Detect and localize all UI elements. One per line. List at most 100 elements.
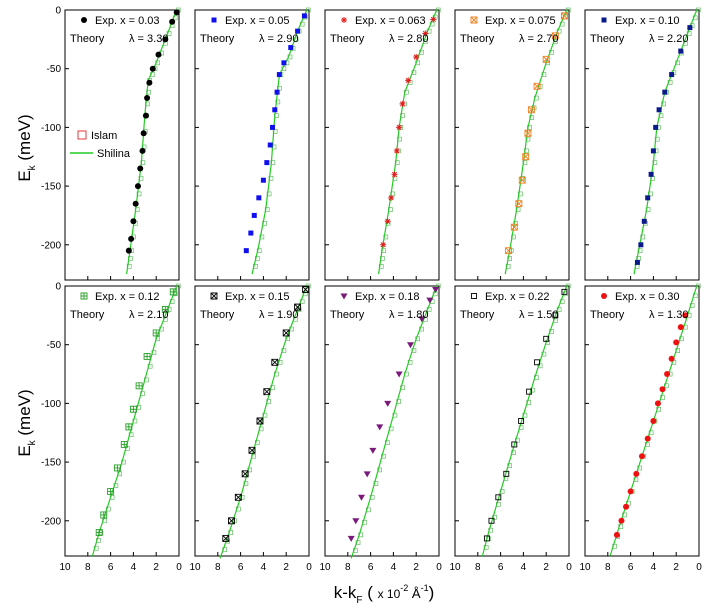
data-point	[418, 316, 426, 323]
theory-square	[175, 283, 181, 289]
theory-square	[292, 316, 298, 322]
lambda-label: λ = 2.20	[649, 33, 688, 45]
theory-square	[682, 40, 688, 46]
panel-1: 0 -50 -100 -150 -200 Exp. x = 0.03 Theory λ = 3…	[41, 6, 181, 281]
x-tick-label: 4	[651, 562, 657, 573]
exp-label: Exp. x = 0.30	[615, 291, 680, 303]
theory-square	[377, 467, 383, 473]
y-tick-label: 0	[55, 6, 61, 17]
data-point	[495, 494, 502, 501]
theory-square	[689, 303, 695, 308]
theory-square	[155, 336, 160, 342]
theory-square	[259, 234, 265, 240]
theory-square	[644, 442, 650, 447]
exp-label: Exp. x = 0.22	[485, 291, 550, 303]
theory-square	[262, 220, 267, 226]
theory-square	[296, 307, 302, 312]
x-axis-label-main: k-k	[334, 583, 357, 602]
theory-square	[618, 524, 624, 529]
theory-square	[549, 329, 554, 334]
x-tick-label: 2	[413, 562, 419, 573]
theory-square	[522, 412, 528, 418]
data-point	[432, 287, 440, 294]
data-point	[396, 124, 403, 131]
panel-frame	[64, 285, 180, 557]
data-point	[391, 171, 398, 178]
data-point	[518, 418, 525, 424]
theory-square	[526, 400, 532, 405]
theory-square	[281, 348, 287, 353]
data-point	[113, 464, 121, 472]
data-point	[173, 9, 180, 16]
data-point	[641, 218, 647, 224]
theory-square	[652, 160, 658, 165]
theory-square	[422, 39, 428, 44]
data-point	[302, 286, 310, 293]
data-point	[405, 77, 412, 84]
theory-square	[150, 72, 155, 77]
data-point	[422, 30, 429, 37]
legend-islam-marker	[77, 130, 87, 140]
data-point	[140, 130, 147, 137]
theory-square	[692, 293, 698, 299]
theory-square	[388, 426, 394, 432]
theory-square	[264, 207, 270, 212]
data-point	[341, 17, 347, 23]
theory-square	[355, 540, 361, 545]
exp-label: Exp. x = 0.12	[95, 291, 160, 303]
theory-square	[140, 391, 145, 396]
data-point	[272, 107, 278, 113]
y-axis-label-sub: k	[27, 164, 38, 170]
data-point	[248, 230, 254, 236]
data-point	[130, 218, 137, 225]
data-point	[146, 79, 153, 86]
x-tick-label: 0	[306, 562, 312, 573]
data-point	[211, 17, 217, 23]
theory-square	[654, 136, 660, 142]
data-point	[662, 89, 668, 95]
x-axis-label-exp: -2	[400, 583, 408, 593]
theory-square	[378, 264, 384, 269]
theory-square	[121, 459, 126, 465]
theory-square	[507, 256, 513, 261]
data-point	[543, 335, 550, 342]
data-point	[80, 292, 88, 300]
data-point	[623, 503, 630, 510]
theory-label: Theory	[70, 33, 105, 45]
y-axis-label-suffix: (meV)	[15, 114, 34, 165]
theory-square	[358, 532, 364, 538]
theory-square	[362, 520, 367, 525]
theory-square	[552, 318, 558, 323]
y-axis-label-top: Ek (meV)	[15, 114, 38, 181]
x-tick-label: 8	[215, 562, 221, 573]
x-tick-label: 6	[108, 562, 114, 573]
theory-square	[236, 506, 241, 512]
theory-label: Theory	[70, 309, 105, 321]
theory-square	[499, 489, 505, 494]
theory-square	[147, 363, 153, 369]
theory-square	[648, 430, 654, 436]
theory-square	[258, 426, 264, 432]
data-point	[260, 177, 266, 183]
theory-square	[541, 351, 547, 357]
data-point	[664, 371, 671, 378]
theory-square	[411, 348, 417, 353]
theory-square	[369, 495, 375, 500]
data-point	[263, 388, 271, 396]
data-point	[650, 418, 657, 424]
x-tick-label: 4	[391, 562, 397, 573]
data-point	[256, 195, 262, 201]
theory-square	[222, 547, 227, 553]
theory-square	[426, 307, 432, 312]
theory-square	[266, 399, 272, 404]
lambda-label: λ = 1.50	[519, 309, 558, 321]
data-point	[505, 247, 513, 255]
data-point	[510, 223, 518, 231]
data-point	[340, 293, 348, 300]
exp-label: Exp. x = 0.03	[95, 15, 160, 27]
data-point	[471, 293, 477, 299]
theory-square	[488, 527, 494, 533]
data-point	[264, 160, 270, 166]
data-point	[107, 487, 115, 495]
panel-9: 10 8 6 4 2 0 Exp. x = 0.22 Theory λ = 1.50	[449, 283, 572, 573]
